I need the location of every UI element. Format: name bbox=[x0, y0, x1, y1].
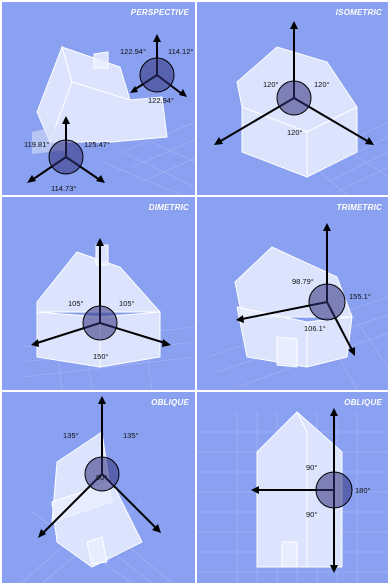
angle-label: 150° bbox=[93, 352, 109, 361]
panel-title: ISOMETRIC bbox=[335, 8, 382, 17]
angle-label: 90° bbox=[306, 463, 318, 472]
angle-label: 114.73° bbox=[51, 184, 77, 193]
perspective-illustration bbox=[27, 34, 195, 195]
panel-trimetric: TRIMETRIC 98.79° 155.1° 106.1° bbox=[197, 197, 388, 390]
angle-label: 90° bbox=[306, 510, 318, 519]
angle-label: 180° bbox=[355, 486, 371, 495]
angle-label: 105° bbox=[68, 299, 84, 308]
trimetric-illustration bbox=[206, 223, 388, 390]
angle-label: 125.47° bbox=[84, 140, 110, 149]
panel-oblique-right: OBLIQUE 90° 180° 90° bbox=[197, 392, 388, 583]
panel-isometric: ISOMETRIC 120° 120° 120° bbox=[197, 2, 388, 195]
oblique-right-illustration bbox=[197, 408, 388, 583]
panel-oblique-45: OBLIQUE 135° 135° 90° bbox=[2, 392, 195, 583]
angle-label: 90° bbox=[96, 473, 108, 482]
angle-label: 106.1° bbox=[304, 324, 326, 333]
angle-label: 98.79° bbox=[292, 277, 314, 286]
isometric-illustration bbox=[214, 21, 388, 195]
panel-title: OBLIQUE bbox=[344, 398, 382, 407]
angle-label: 120° bbox=[314, 80, 330, 89]
angle-label: 119.81° bbox=[24, 140, 50, 149]
angle-label: 122.94° bbox=[148, 96, 174, 105]
angle-label: 155.1° bbox=[349, 292, 371, 301]
angle-label: 105° bbox=[119, 299, 135, 308]
angle-label: 120° bbox=[263, 80, 279, 89]
angle-label: 114.12° bbox=[168, 47, 194, 56]
panel-title: DIMETRIC bbox=[148, 203, 189, 212]
oblique-45-illustration bbox=[21, 396, 173, 583]
panel-title: TRIMETRIC bbox=[336, 203, 382, 212]
angle-label: 135° bbox=[123, 431, 139, 440]
angle-label: 122.94° bbox=[120, 47, 146, 56]
angle-label: 120° bbox=[287, 128, 303, 137]
dimetric-illustration bbox=[21, 238, 195, 390]
angle-label: 135° bbox=[63, 431, 79, 440]
panel-perspective: PERSPECTIVE 122.94° 114.12° 122.94° 119.… bbox=[2, 2, 195, 195]
panel-title: OBLIQUE bbox=[151, 398, 189, 407]
panel-title: PERSPECTIVE bbox=[130, 8, 189, 17]
panel-dimetric: DIMETRIC 105° 105° 150° bbox=[2, 197, 195, 390]
